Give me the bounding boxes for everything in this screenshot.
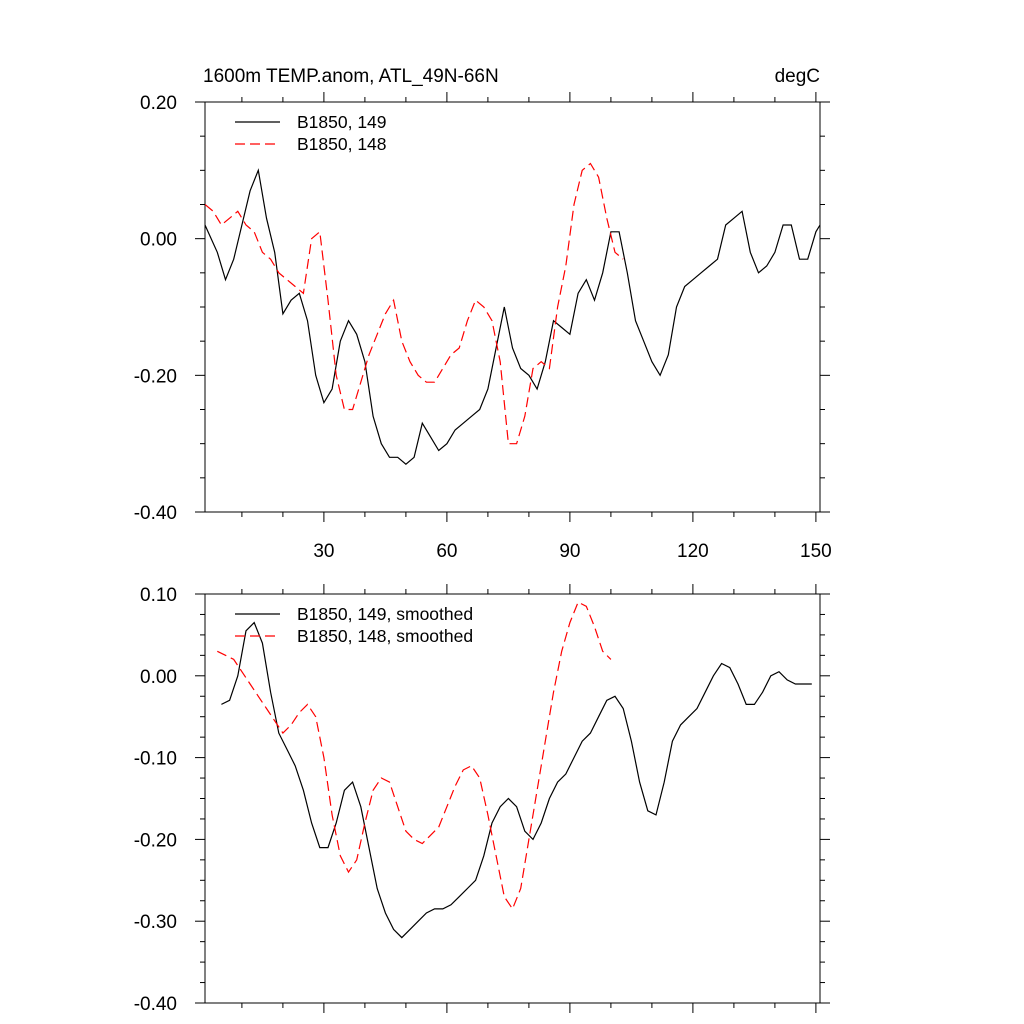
x-tick-label: 60 — [436, 541, 457, 562]
y-tick-label: -0.40 — [134, 994, 177, 1015]
legend-label-1: B1850, 149, smoothed — [297, 604, 473, 624]
x-tick-label: 30 — [313, 541, 334, 562]
series-line-1 — [205, 168, 820, 465]
y-tick-label: 0.20 — [140, 93, 177, 114]
y-tick-label: 0.00 — [140, 667, 177, 688]
series-line-2 — [217, 601, 612, 911]
series-line-1 — [221, 621, 812, 939]
plot-frame — [204, 593, 821, 1004]
panel-top: 30 60 90 120 150 -0.40 -0.20 0.00 0.20 B1850, 149… — [134, 92, 832, 562]
chart-title: 1600m TEMP.anom, ATL_49N-66N — [203, 66, 499, 87]
panel-bottom: -0.40 -0.30 -0.20 -0.10 0.00 0.10 B1850, 149, … — [134, 584, 830, 1015]
plot-frame — [204, 101, 821, 513]
series-line-2 — [205, 162, 624, 445]
legend-label-1: B1850, 149 — [297, 112, 387, 132]
x-tick-label: 150 — [800, 541, 832, 562]
units-label: degC — [775, 66, 820, 87]
y-tick-label: -0.40 — [134, 503, 177, 524]
x-tick-label: 90 — [559, 541, 580, 562]
y-tick-label: 0.00 — [140, 230, 177, 251]
legend-label-2: B1850, 148, smoothed — [297, 626, 473, 646]
y-tick-label: -0.30 — [134, 912, 177, 933]
y-tick-label: -0.10 — [134, 749, 177, 770]
y-tick-label: 0.10 — [140, 585, 177, 606]
y-tick-label: -0.20 — [134, 830, 177, 851]
legend-label-2: B1850, 148 — [297, 134, 387, 154]
y-tick-label: -0.20 — [134, 366, 177, 387]
x-tick-label: 120 — [677, 541, 709, 562]
